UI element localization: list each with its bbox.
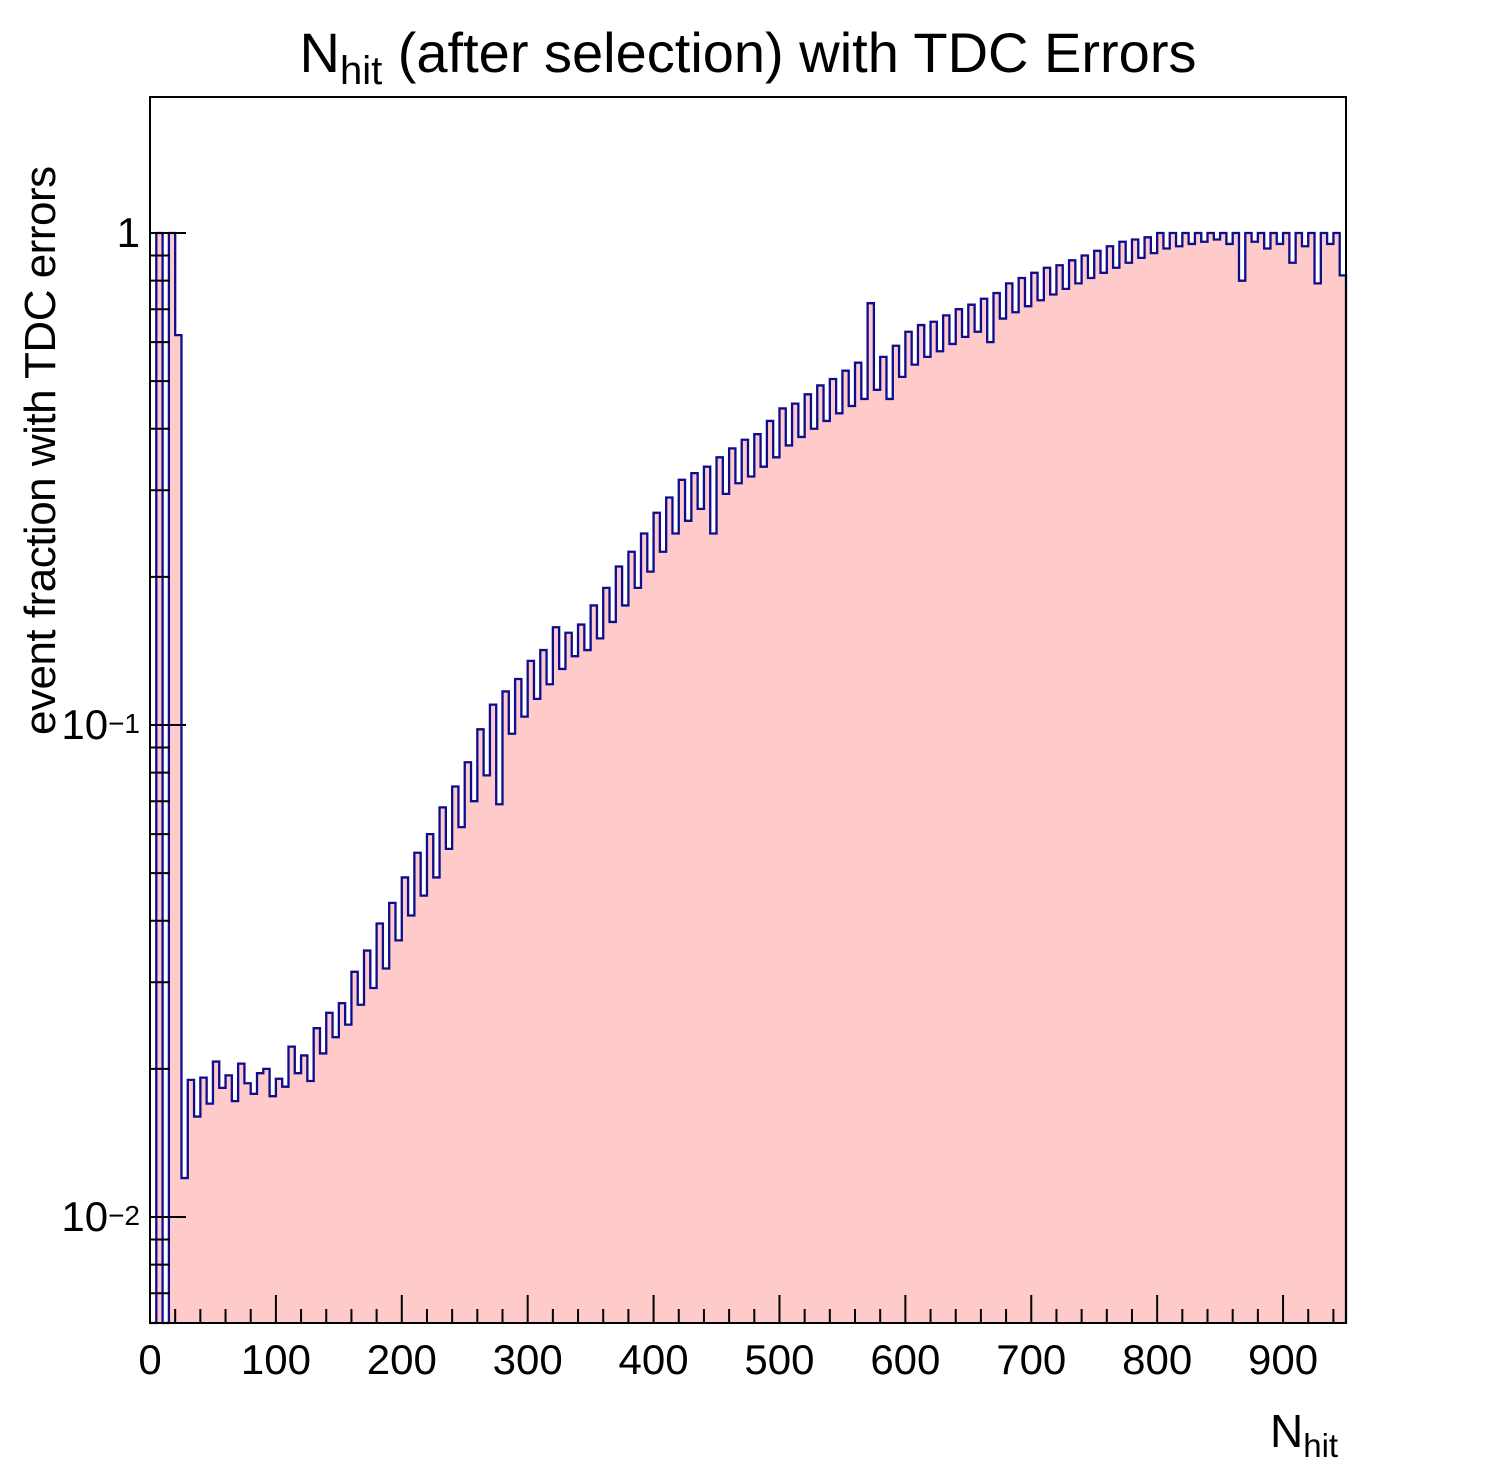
x-tick-label: 300 [492, 1336, 563, 1383]
x-tick-label: 500 [744, 1336, 815, 1383]
chart-title-post: (after selection) with TDC Errors [382, 21, 1197, 84]
x-tick-label: 200 [366, 1336, 437, 1383]
x-tick-label: 100 [240, 1336, 311, 1383]
chart-title-pre: N [299, 21, 340, 84]
x-tick-label: 800 [1122, 1336, 1193, 1383]
x-axis-title-sub: hit [1303, 1427, 1339, 1465]
x-tick-label: 400 [618, 1336, 689, 1383]
y-tick-label: 1 [116, 209, 140, 256]
y-axis-title: event fraction with TDC errors [16, 166, 65, 735]
x-tick-label: 0 [138, 1336, 162, 1383]
x-axis-title-pre: N [1270, 1405, 1304, 1457]
y-tick-label: 10−2 [61, 1193, 140, 1240]
x-tick-label: 700 [996, 1336, 1067, 1383]
chart-title-sub: hit [339, 49, 383, 94]
x-axis-title: Nhit [1270, 1404, 1338, 1462]
x-tick-label: 900 [1248, 1336, 1319, 1383]
chart-title: Nhit (after selection) with TDC Errors [0, 21, 1496, 91]
x-tick-label: 600 [870, 1336, 941, 1383]
y-tick-label: 10−1 [61, 701, 140, 748]
